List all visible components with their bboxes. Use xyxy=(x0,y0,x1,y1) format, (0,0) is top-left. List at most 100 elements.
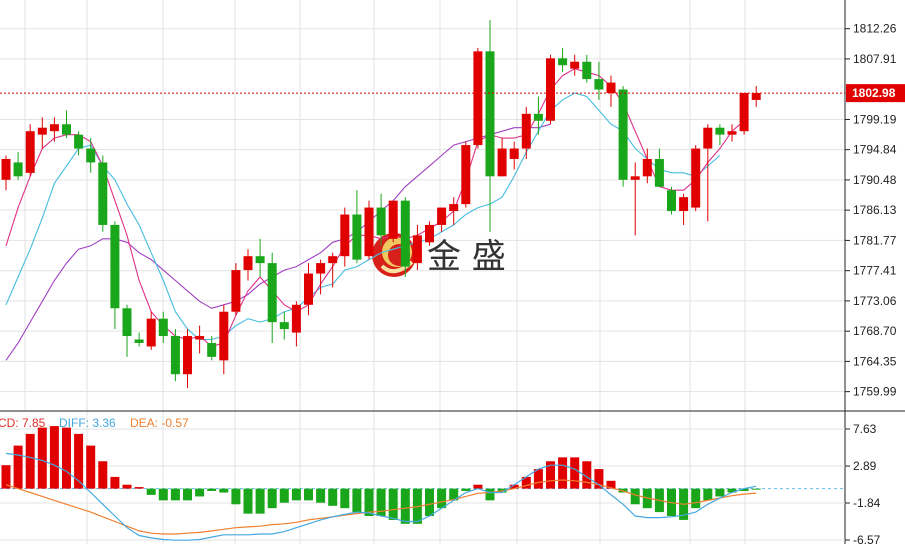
price-tick-label: 1777.41 xyxy=(853,264,897,278)
macd-bar xyxy=(183,488,192,501)
candle-body xyxy=(739,92,749,132)
candle-body xyxy=(509,148,519,159)
macd-bar xyxy=(521,476,531,489)
candle-body xyxy=(679,197,689,212)
candle-body xyxy=(170,336,180,375)
price-tick-label: 1812.26 xyxy=(853,22,897,36)
macd-bar xyxy=(279,488,289,503)
candle-body xyxy=(340,214,350,257)
macd-bar xyxy=(461,488,471,491)
macd-bar xyxy=(473,484,483,489)
macd-bar xyxy=(195,488,205,497)
candle-body xyxy=(618,89,628,180)
macd-bar xyxy=(558,457,568,489)
price-tick-label: 1799.19 xyxy=(853,112,897,126)
macd-bar xyxy=(376,488,386,516)
macd-bar xyxy=(291,488,301,501)
macd-bar xyxy=(134,487,144,489)
candle-body xyxy=(304,273,313,305)
macd-bar xyxy=(739,488,749,491)
candle-body xyxy=(37,127,47,135)
macd-bar xyxy=(582,461,592,489)
candle-body xyxy=(110,224,120,309)
candle-body xyxy=(376,207,386,236)
candle-body xyxy=(533,113,543,121)
candle-body xyxy=(13,162,23,177)
macd-gridlines xyxy=(0,412,845,544)
candle-body xyxy=(62,124,71,135)
price-axis-ticks: 1812.26 1807.91 1799.19 1794.84 1790.48 1786.… xyxy=(845,22,897,399)
price-tick-label: 1790.48 xyxy=(853,173,897,187)
macd-bar xyxy=(449,488,459,501)
macd-bar xyxy=(533,469,543,489)
macd-bar xyxy=(364,488,374,516)
macd-diff-line xyxy=(5,452,757,541)
macd-tick-label: -1.84 xyxy=(853,496,881,510)
svg-text:金 盛: 金 盛 xyxy=(427,237,506,277)
candle-body xyxy=(558,58,568,66)
macd-dea-line xyxy=(5,479,757,535)
macd-histogram xyxy=(1,426,761,524)
candle-body xyxy=(352,214,362,260)
macd-bar xyxy=(1,465,11,489)
candle-body xyxy=(291,304,301,333)
candle-body xyxy=(195,336,205,340)
candle-body xyxy=(388,200,398,239)
macd-bar xyxy=(110,476,120,489)
candle-body xyxy=(146,318,156,347)
macd-bar xyxy=(352,488,362,513)
macd-bar xyxy=(86,445,96,489)
price-tick-label: 1768.70 xyxy=(853,324,897,338)
candle-body xyxy=(473,51,483,146)
macd-bar xyxy=(255,488,265,514)
macd-bar xyxy=(267,488,277,509)
macd-bar xyxy=(49,426,59,489)
price-tick-label: 1786.13 xyxy=(853,203,897,217)
price-tick-label: 1773.06 xyxy=(853,294,897,308)
candle-body xyxy=(279,322,289,330)
last-price-label: 1802.98 xyxy=(852,86,896,100)
candle-body xyxy=(243,256,253,271)
macd-bar xyxy=(727,488,737,493)
macd-bar xyxy=(25,433,35,489)
watermark-logo: 金 盛 xyxy=(372,233,506,277)
price-tick-label: 1807.91 xyxy=(853,52,897,66)
macd-bar xyxy=(37,427,47,489)
candle-body xyxy=(425,224,434,243)
macd-bar xyxy=(328,488,338,506)
macd-lines xyxy=(5,452,757,541)
candle-body xyxy=(667,190,676,212)
candle-body xyxy=(485,51,495,177)
macd-bar xyxy=(231,488,241,505)
macd-bar xyxy=(13,445,23,489)
macd-tick-label: -6.57 xyxy=(853,533,881,544)
candle-body xyxy=(49,124,59,132)
candle-body xyxy=(497,148,507,177)
macd-bar xyxy=(146,488,156,495)
candle-body xyxy=(316,263,326,274)
ma-mid-line xyxy=(5,92,721,341)
candle-body xyxy=(546,58,555,121)
macd-bar xyxy=(122,484,132,489)
candle-body xyxy=(267,263,277,323)
price-tick-label: 1794.84 xyxy=(853,143,897,157)
macd-bar xyxy=(388,488,398,520)
macd-bar xyxy=(340,488,350,509)
price-tick-label: 1759.99 xyxy=(853,385,897,399)
macd-bar xyxy=(316,488,326,503)
candle-body xyxy=(691,148,701,208)
candle-body xyxy=(400,200,410,267)
last-price-badge: 1802.98 xyxy=(846,84,905,103)
candle-body xyxy=(328,256,338,264)
macd-bar xyxy=(400,488,410,524)
macd-bar xyxy=(485,488,495,501)
candle-body xyxy=(642,158,652,177)
macd-bar xyxy=(630,488,640,505)
candle-body xyxy=(231,270,241,312)
candle-body xyxy=(74,134,84,149)
candle-body xyxy=(219,311,229,361)
ma-slow-line xyxy=(5,123,551,361)
moving-average-lines xyxy=(5,68,745,361)
macd-bar xyxy=(62,427,71,489)
